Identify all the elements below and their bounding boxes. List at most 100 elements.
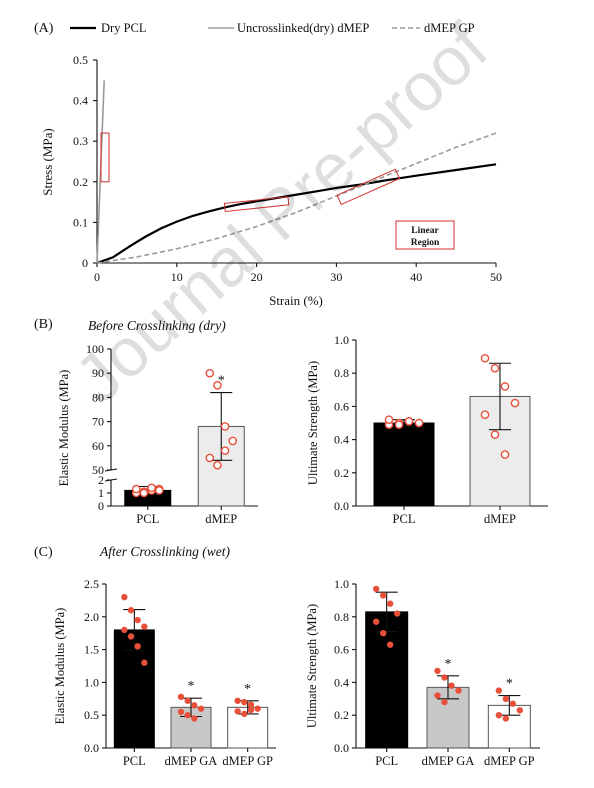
data-point [241,710,248,718]
data-point [500,450,510,459]
panel-a-x-tick-label: 20 [251,270,263,284]
y-tick-label: 1 [98,486,104,500]
data-point [480,353,490,363]
data-point [510,398,520,408]
data-point [495,712,503,719]
significance-marker: * [218,374,225,389]
data-point [141,623,148,630]
data-point [455,687,462,694]
panel-label-a: (A) [34,21,54,36]
data-point [495,687,503,694]
significance-marker: * [506,677,513,692]
data-point [384,415,394,424]
data-point [213,380,222,390]
y-tick-label: 0.0 [334,499,349,513]
series-dry-pcl [96,163,497,265]
y-tick-label: 60 [92,439,104,453]
x-tick-label: PCL [136,512,159,526]
x-tick-label: PCL [393,512,416,526]
x-tick-label: dMEP GA [165,754,218,768]
bar-dmep [469,395,531,507]
data-point [500,382,510,391]
legend-uncrosslinked-dmep: Uncrosslinked(dry) dMEP [237,21,369,35]
panel-a-x-tick-label: 30 [330,270,342,284]
panel-a-y-tick-label: 0.3 [73,134,88,148]
data-point [127,607,135,614]
linear-region-box [223,196,290,213]
panel-label-c: (C) [34,545,53,560]
x-tick-label: PCL [375,754,398,768]
x-tick-label: dMEP [484,512,516,526]
data-point [228,436,238,446]
y-tick-label: 1.0 [84,675,99,689]
data-point [177,693,185,701]
panel-a-x-tick-label: 0 [94,270,100,284]
br-ylabel: Ultimate Strength (MPa) [306,361,320,485]
y-tick-label: 2.5 [84,577,99,591]
data-point [404,417,414,426]
series-dmep-gp [96,132,497,264]
data-point [394,420,404,429]
data-point [127,633,135,640]
data-point [131,484,141,494]
data-point [121,593,128,601]
significance-marker: * [188,679,195,694]
data-point [205,453,215,463]
y-tick-label: 1.5 [84,643,99,657]
data-point [191,702,198,709]
panel-a-y-tick-label: 0.1 [73,215,88,229]
data-point [516,707,524,714]
linear-region-label-1: Linear [411,226,439,236]
y-tick-label: 0.0 [334,741,349,755]
y-tick-label: 0.2 [334,708,349,722]
data-point [184,697,191,704]
y-tick-label: 0.5 [84,708,99,722]
y-tick-label: 0 [98,499,104,513]
legend-dry-pcl: Dry PCL [101,21,147,35]
bar-pcl [373,422,435,507]
data-point [441,698,448,706]
cl-ylabel: Elastic Modulus (MPa) [53,608,67,725]
data-point [234,708,241,715]
panel-c-elastic-modulus-chart: Elastic Modulus (MPa) PCL * dMEP GA * dMEP G… [53,577,276,768]
x-tick-label: dMEP [205,512,237,526]
y-tick-label: 100 [86,342,104,356]
data-point [134,616,141,624]
data-point [141,659,148,666]
data-point [386,641,394,648]
data-point [254,705,261,712]
panel-a-y-tick-label: 0.2 [73,175,88,189]
x-tick-label: dMEP GP [484,754,535,768]
y-tick-label: 0.4 [334,675,349,689]
data-point [184,712,191,719]
panel-a-xlabel: Strain (%) [269,293,323,308]
data-point [448,682,455,689]
panel-c-ultimate-strength-chart: Ultimate Strength (MPa) PCL * dMEP GA * dMEP… [305,577,540,768]
y-tick-label: 2 [98,473,104,487]
data-point [191,715,198,722]
y-tick-label: 0.0 [84,741,99,755]
y-tick-label: 1.0 [334,333,349,347]
data-point [177,708,185,716]
data-point [241,698,248,706]
legend-dmep-gp: dMEP GP [424,21,475,35]
significance-marker: * [445,657,452,672]
data-point [434,667,441,675]
bl-ylabel: Elastic Modulus (MPa) [57,370,71,487]
data-point [502,715,510,722]
x-tick-label: dMEP GA [422,754,475,768]
data-point [441,674,448,681]
bar-pcl [365,611,409,749]
data-point [372,585,380,593]
y-tick-label: 70 [92,415,104,429]
y-tick-label: 0.4 [334,433,349,447]
y-tick-label: 80 [92,390,104,404]
linear-region-box [336,168,401,206]
x-tick-label: PCL [123,754,146,768]
subtitle-before-crosslinking: Before Crosslinking (dry) [88,318,226,333]
data-point [213,460,222,470]
y-tick-label: 0.2 [334,466,349,480]
data-point [414,418,424,428]
